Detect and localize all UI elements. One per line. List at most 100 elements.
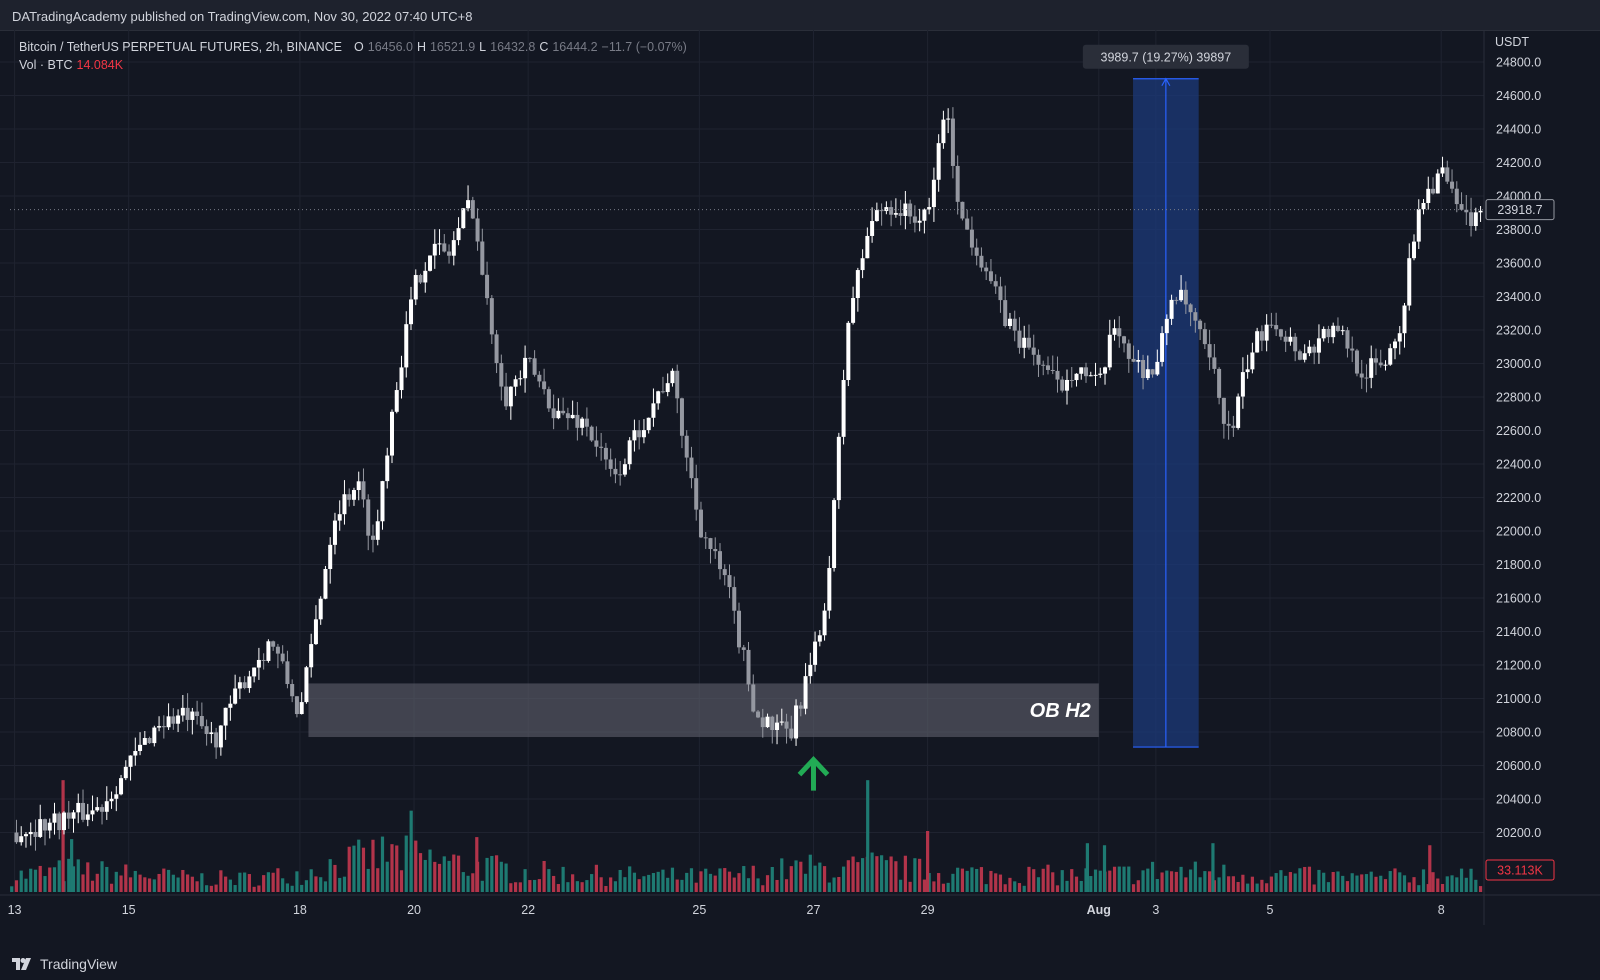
- volume-bar: [1350, 873, 1354, 892]
- volume-bar: [338, 877, 342, 892]
- volume-bar: [1345, 881, 1350, 892]
- candle-body: [1269, 324, 1274, 326]
- volume-bar: [1478, 886, 1483, 892]
- volume-bar: [956, 867, 960, 892]
- candle-body: [1183, 289, 1188, 305]
- volume-bar: [128, 877, 133, 892]
- candle-body: [1088, 375, 1093, 377]
- candle-body: [1202, 329, 1207, 345]
- currency-label: USDT: [1495, 35, 1529, 49]
- volume-bar: [43, 876, 47, 892]
- candle-body: [1240, 372, 1245, 397]
- legend-high-label: H: [416, 40, 426, 54]
- volume-bar: [556, 884, 560, 892]
- tradingview-logo[interactable]: TradingView: [12, 956, 117, 972]
- candle-body: [1335, 325, 1340, 331]
- volume-bar: [1274, 873, 1278, 892]
- candle-body: [299, 702, 304, 715]
- candle-body: [927, 207, 932, 210]
- chart-legend: Bitcoin / TetherUS PERPETUAL FUTURES, 2h…: [19, 38, 687, 74]
- candle-body: [256, 659, 261, 668]
- volume-bar: [727, 871, 732, 892]
- volume-bar: [1027, 866, 1031, 892]
- volume-bar: [518, 882, 522, 892]
- last-volume-label: 33.113K: [1497, 864, 1543, 878]
- volume-bar: [1417, 885, 1421, 892]
- candle-body: [133, 751, 138, 756]
- volume-spike: [409, 810, 413, 892]
- candle-body: [95, 807, 100, 811]
- candle-body: [451, 240, 456, 256]
- candle-body: [698, 509, 703, 538]
- volume-bar: [1455, 877, 1459, 892]
- volume-bar: [946, 882, 950, 892]
- candle-body: [775, 722, 780, 730]
- candle-body: [974, 247, 979, 256]
- candle-body: [779, 721, 784, 723]
- volume-bar: [1079, 880, 1083, 892]
- candle-body: [351, 490, 356, 500]
- y-tick-label: 20200.0: [1496, 826, 1541, 840]
- volume-bar: [732, 877, 736, 892]
- candle-body: [527, 357, 532, 359]
- volume-bar: [770, 866, 774, 892]
- candle-body: [385, 455, 390, 482]
- candle-body: [1373, 358, 1378, 363]
- volume-bar: [1136, 880, 1140, 892]
- candle-body: [499, 363, 504, 387]
- volume-bar: [1165, 870, 1169, 892]
- volume-bar: [166, 869, 171, 892]
- volume-bar: [1383, 879, 1388, 892]
- legend-high: 16521.9: [429, 40, 476, 54]
- candle-body: [855, 270, 860, 299]
- volume-bar: [1421, 869, 1426, 892]
- candle-body: [461, 208, 466, 229]
- candle-body: [399, 367, 404, 391]
- volume-bar: [219, 870, 223, 892]
- volume-bar: [884, 860, 888, 892]
- candle-body: [1179, 289, 1184, 301]
- volume-bar: [480, 880, 484, 892]
- candle-body: [870, 221, 875, 236]
- candle-body: [1350, 348, 1355, 351]
- candle-body: [1464, 209, 1469, 213]
- candle-body: [1297, 351, 1302, 360]
- volume-bar: [742, 866, 746, 892]
- y-tick-label: 24400.0: [1496, 123, 1541, 137]
- volume-bar: [784, 879, 789, 892]
- volume-bar: [675, 879, 679, 892]
- legend-symbol[interactable]: Bitcoin / TetherUS PERPETUAL FUTURES, 2h…: [19, 40, 343, 54]
- legend-volume-label[interactable]: Vol · BTC: [19, 58, 73, 72]
- volume-bar: [205, 885, 209, 892]
- legend-open-label: O: [354, 40, 364, 54]
- volume-bar: [100, 861, 104, 892]
- price-chart[interactable]: 3989.7 (19.27%) 39897 OB H2 USDT 24800.0 246…: [0, 30, 1600, 948]
- candle-body: [47, 822, 52, 831]
- volume-bar: [376, 868, 380, 892]
- volume-bar: [1108, 870, 1112, 892]
- candle-body: [979, 255, 984, 268]
- volume-bar: [352, 845, 356, 892]
- volume-bar: [243, 872, 247, 892]
- volume-bar: [252, 886, 256, 892]
- candle-body: [180, 707, 185, 716]
- volume-bar: [694, 882, 698, 892]
- candle-body: [456, 228, 461, 241]
- volume-bar: [794, 860, 798, 892]
- volume-bar: [309, 869, 313, 892]
- volume-bar: [266, 872, 271, 892]
- candle-body: [1421, 203, 1426, 210]
- volume-bar: [262, 875, 266, 892]
- volume-spike: [866, 780, 870, 892]
- publisher-bar: DATradingAcademy published on TradingVie…: [0, 0, 1600, 31]
- volume-bar: [1312, 884, 1316, 892]
- volume-bar: [1250, 876, 1254, 892]
- candle-body: [214, 732, 219, 748]
- candle-body: [1402, 305, 1407, 334]
- y-tick-label: 21200.0: [1496, 659, 1541, 673]
- volume-bar: [314, 876, 318, 892]
- x-tick-label: Aug: [1087, 903, 1111, 917]
- volume-bar: [1412, 877, 1416, 892]
- volume-bar: [90, 880, 95, 892]
- volume-bar: [975, 868, 979, 892]
